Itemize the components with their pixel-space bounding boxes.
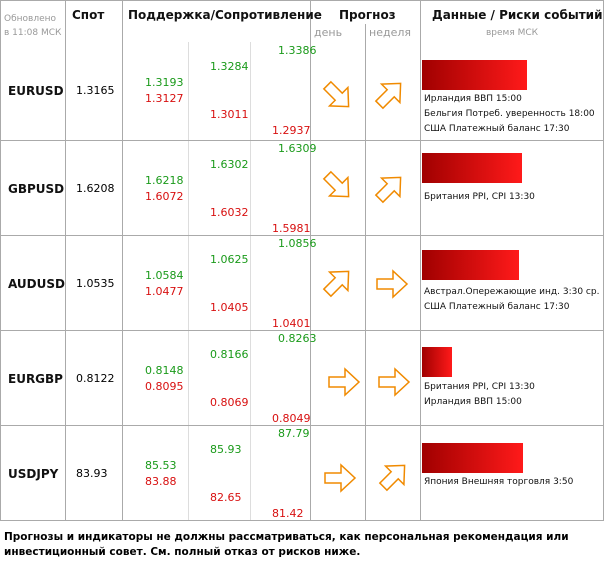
event: Бельгия Потреб. уверенность 18:00 (424, 109, 595, 119)
support-2: 1.3011 (210, 108, 249, 121)
support-3: 0.8049 (272, 412, 311, 425)
risk-bar (422, 250, 519, 280)
row-divider (0, 235, 604, 236)
arrow-right (322, 460, 358, 496)
event: США Платежный баланс 17:30 (424, 302, 570, 312)
resistance-2: 85.93 (210, 443, 242, 456)
pair: EURGBP (8, 372, 63, 386)
arrow-up (369, 451, 420, 502)
forecast-header: Прогноз (339, 8, 396, 22)
event: Британия PPI, CPI 13:30 (424, 382, 535, 392)
support-1: 0.8095 (145, 380, 184, 393)
support-2: 1.6032 (210, 206, 249, 219)
event: Ирландия ВВП 15:00 (424, 397, 522, 407)
event: Австрал.Опережающие инд. 3:30 ср. (424, 287, 600, 297)
resistance-3: 87.79 (278, 427, 310, 440)
support-2: 1.0405 (210, 301, 249, 314)
resistance-3: 1.6309 (278, 142, 317, 155)
arrow-up (365, 163, 416, 214)
events-time: время МСК (486, 28, 539, 38)
resistance-3: 1.0856 (278, 237, 317, 250)
event: Ирландия ВВП 15:00 (424, 94, 522, 104)
arrow-right (374, 266, 410, 302)
event: Япония Внешняя торговля 3:50 (424, 477, 574, 487)
resistance-1: 0.8148 (145, 364, 184, 377)
event: США Платежный баланс 17:30 (424, 124, 570, 134)
resistance-2: 0.8166 (210, 348, 249, 361)
resistance-1: 1.0584 (145, 269, 184, 282)
pair: GBPUSD (8, 182, 65, 196)
resistance-2: 1.6302 (210, 158, 249, 171)
risk-bar (422, 60, 527, 90)
pair: AUDUSD (8, 277, 65, 291)
arrow-down (313, 161, 364, 212)
pair: USDJPY (8, 467, 59, 481)
risk-bar (422, 347, 452, 377)
row-divider (0, 140, 604, 141)
arrow-right (376, 364, 412, 400)
row-divider (0, 330, 604, 331)
pair: EURUSD (8, 84, 64, 98)
updated-time: в 11:08 МСК (4, 28, 62, 38)
support-2: 82.65 (210, 491, 242, 504)
risk-bar (422, 443, 523, 473)
resistance-1: 85.53 (145, 459, 177, 472)
support-3: 1.0401 (272, 317, 311, 330)
support-3: 81.42 (272, 507, 304, 520)
arrow-up (365, 69, 416, 120)
spot: 1.6208 (76, 182, 115, 195)
spot: 83.93 (76, 467, 108, 480)
week-header: неделя (369, 26, 411, 39)
support-1: 1.6072 (145, 190, 184, 203)
support-1: 83.88 (145, 475, 177, 488)
spot: 0.8122 (76, 372, 115, 385)
disclaimer: Прогнозы и индикаторы не должны рассматр… (4, 531, 569, 558)
day-header: день (314, 26, 343, 39)
risk-bar (422, 153, 522, 183)
levels-header: Поддержка/Сопротивление (128, 8, 322, 22)
support-1: 1.0477 (145, 285, 184, 298)
events-header: Данные / Риски событий (432, 8, 603, 22)
resistance-2: 1.3284 (210, 60, 249, 73)
spot-header: Спот (72, 8, 105, 22)
resistance-1: 1.6218 (145, 174, 184, 187)
updated: Обновлено (4, 14, 57, 24)
resistance-2: 1.0625 (210, 253, 249, 266)
support-3: 1.5981 (272, 222, 311, 235)
resistance-3: 1.3386 (278, 44, 317, 57)
support-1: 1.3127 (145, 92, 184, 105)
event: Британия PPI, CPI 13:30 (424, 192, 535, 202)
spot: 1.0535 (76, 277, 115, 290)
support-3: 1.2937 (272, 124, 311, 137)
row-divider (0, 425, 604, 426)
arrow-right (326, 364, 362, 400)
support-2: 0.8069 (210, 396, 249, 409)
arrow-down (313, 71, 364, 122)
resistance-1: 1.3193 (145, 76, 184, 89)
resistance-3: 0.8263 (278, 332, 317, 345)
spot: 1.3165 (76, 84, 115, 97)
arrow-up (313, 257, 364, 308)
